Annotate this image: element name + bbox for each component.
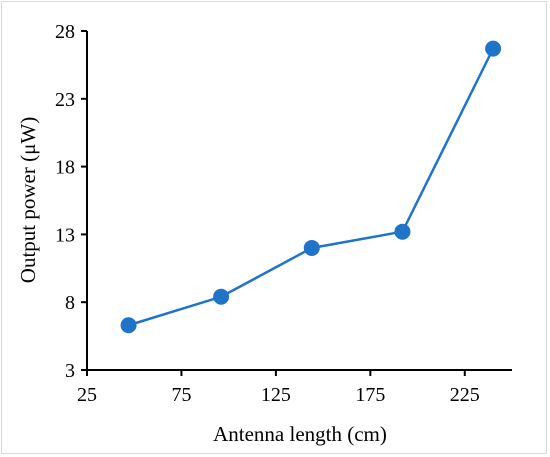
y-tick-label: 18	[55, 157, 75, 179]
axes	[81, 30, 512, 376]
x-tick-label: 175	[355, 384, 385, 406]
data-point	[213, 288, 230, 305]
x-tick-label: 25	[77, 384, 97, 406]
x-tick-label: 125	[261, 384, 291, 406]
series-line	[128, 48, 495, 327]
y-tick-label: 13	[55, 224, 75, 246]
series-group	[120, 40, 502, 334]
y-tick-label: 23	[55, 89, 75, 111]
x-axis-title: Antenna length (cm)	[213, 422, 387, 446]
y-tick-label: 3	[65, 360, 75, 382]
tick-labels: 3 8 13 18 23 28 25 75 125 175 225	[55, 21, 480, 406]
data-point	[394, 223, 411, 240]
y-tick-label: 28	[55, 21, 75, 43]
x-tick-label: 225	[450, 384, 480, 406]
y-axis-title: Output power (μW)	[16, 117, 40, 283]
y-tick-label: 8	[65, 292, 75, 314]
data-point	[303, 239, 320, 256]
data-point	[485, 40, 502, 57]
data-point	[120, 317, 137, 334]
x-tick-label: 75	[171, 384, 191, 406]
